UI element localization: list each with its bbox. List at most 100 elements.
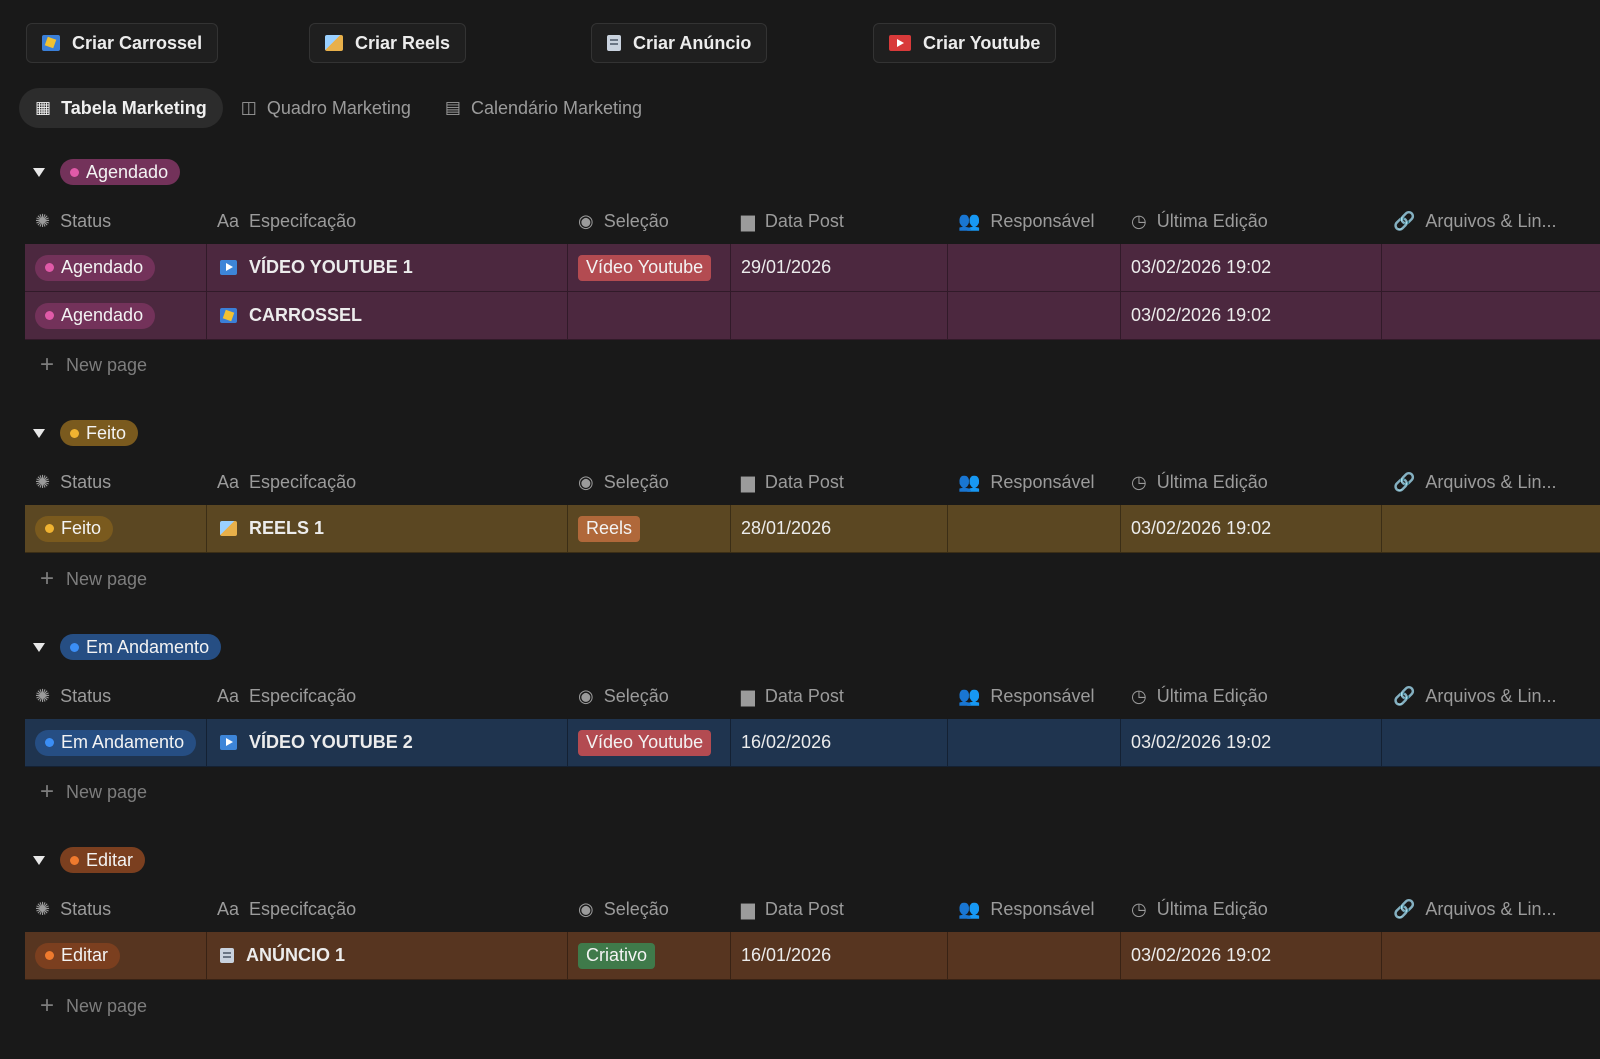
col-responsible[interactable]: 👥 Responsável — [958, 210, 1095, 231]
carousel-icon — [220, 308, 237, 323]
date-cell[interactable]: 29/01/2026 — [741, 257, 832, 277]
carousel-icon — [42, 35, 60, 51]
youtube-icon — [220, 735, 237, 750]
tab-label: Tabela Marketing — [61, 97, 207, 118]
create-ad-button[interactable]: Criar Anúncio — [591, 23, 768, 63]
group-header-feito[interactable]: Feito — [33, 419, 139, 447]
ad-icon — [220, 948, 234, 963]
col-spec[interactable]: Aa Especifcação — [217, 898, 357, 919]
col-edited[interactable]: ◷ Última Edição — [1131, 685, 1268, 706]
tab-table-marketing[interactable]: ▦ Tabela Marketing — [19, 88, 223, 128]
col-files[interactable]: 🔗 Arquivos & Lin... — [1393, 898, 1557, 919]
table-row[interactable]: Em Andamento VÍDEO YOUTUBE 2 Vídeo Youtu… — [25, 719, 1600, 767]
people-icon: 👥 — [958, 471, 981, 492]
row-title[interactable]: REELS 1 — [220, 505, 324, 552]
collapse-caret-icon[interactable] — [33, 167, 45, 177]
col-responsible[interactable]: 👥 Responsável — [958, 898, 1095, 919]
row-title[interactable]: VÍDEO YOUTUBE 2 — [220, 719, 413, 766]
collapse-caret-icon[interactable] — [33, 428, 45, 438]
col-responsible[interactable]: 👥 Responsável — [958, 471, 1095, 492]
tab-board-marketing[interactable]: ◫ Quadro Marketing — [225, 88, 427, 128]
col-date[interactable]: ▆ Data Post — [741, 685, 844, 706]
col-status[interactable]: ✺ Status — [35, 898, 112, 919]
col-date[interactable]: ▆ Data Post — [741, 210, 844, 231]
collapse-caret-icon[interactable] — [33, 642, 45, 652]
col-edited[interactable]: ◷ Última Edição — [1131, 898, 1268, 919]
col-status[interactable]: ✺ Status — [35, 210, 112, 231]
group-pill: Em Andamento — [60, 634, 222, 660]
col-status[interactable]: ✺ Status — [35, 685, 112, 706]
table-icon: ▦ — [35, 98, 52, 117]
col-spec[interactable]: Aa Especifcação — [217, 471, 357, 492]
clock-icon: ◷ — [1131, 685, 1147, 706]
col-selection[interactable]: ◉ Seleção — [578, 471, 669, 492]
selection-tag[interactable]: Vídeo Youtube — [578, 254, 712, 281]
col-selection[interactable]: ◉ Seleção — [578, 898, 669, 919]
col-files[interactable]: 🔗 Arquivos & Lin... — [1393, 210, 1557, 231]
col-date[interactable]: ▆ Data Post — [741, 471, 844, 492]
link-icon: 🔗 — [1393, 685, 1416, 706]
calendar-icon: ▆ — [741, 898, 755, 919]
status-badge[interactable]: Em Andamento — [35, 729, 197, 756]
create-youtube-label: Criar Youtube — [923, 32, 1041, 53]
row-title[interactable]: CARROSSEL — [220, 292, 362, 339]
status-badge[interactable]: Feito — [35, 515, 114, 542]
group-name: Editar — [86, 849, 134, 870]
col-selection[interactable]: ◉ Seleção — [578, 210, 669, 231]
table-row[interactable]: Agendado VÍDEO YOUTUBE 1 Vídeo Youtube 2… — [25, 244, 1600, 292]
group-pill: Editar — [60, 847, 146, 873]
status-badge[interactable]: Agendado — [35, 302, 156, 329]
col-responsible[interactable]: 👥 Responsável — [958, 685, 1095, 706]
group-header-agendado[interactable]: Agendado — [33, 158, 181, 186]
table-row[interactable]: Feito REELS 1 Reels 28/01/2026 03/02/202… — [25, 505, 1600, 553]
edited-cell: 03/02/2026 19:02 — [1131, 305, 1272, 325]
col-spec[interactable]: Aa Especifcação — [217, 685, 357, 706]
col-files[interactable]: 🔗 Arquivos & Lin... — [1393, 471, 1557, 492]
create-carousel-label: Criar Carrossel — [72, 32, 203, 53]
date-cell[interactable]: 16/01/2026 — [741, 945, 832, 965]
plus-icon: + — [40, 565, 55, 592]
group-header-em-andamento[interactable]: Em Andamento — [33, 633, 222, 661]
create-ad-label: Criar Anúncio — [633, 32, 752, 53]
table-row[interactable]: Agendado CARROSSEL 03/02/2026 19:02 — [25, 292, 1600, 340]
people-icon: 👥 — [958, 685, 981, 706]
selection-tag[interactable]: Reels — [578, 515, 641, 542]
new-page-button[interactable]: + New page — [40, 992, 148, 1019]
date-cell[interactable]: 28/01/2026 — [741, 518, 832, 538]
status-badge[interactable]: Editar — [35, 942, 121, 969]
col-selection[interactable]: ◉ Seleção — [578, 685, 669, 706]
new-page-button[interactable]: + New page — [40, 565, 148, 592]
clock-icon: ◷ — [1131, 898, 1147, 919]
tab-calendar-marketing[interactable]: ▤ Calendário Marketing — [429, 88, 658, 128]
column-headers: ✺ Status Aa Especifcação ◉ Seleção ▆ Data Po… — [25, 888, 1600, 930]
col-edited[interactable]: ◷ Última Edição — [1131, 210, 1268, 231]
people-icon: 👥 — [958, 898, 981, 919]
calendar-icon: ▆ — [741, 685, 755, 706]
col-files[interactable]: 🔗 Arquivos & Lin... — [1393, 685, 1557, 706]
edited-cell: 03/02/2026 19:02 — [1131, 257, 1272, 277]
create-youtube-button[interactable]: Criar Youtube — [873, 23, 1057, 63]
column-headers: ✺ Status Aa Especifcação ◉ Seleção ▆ Data Po… — [25, 461, 1600, 503]
col-date[interactable]: ▆ Data Post — [741, 898, 844, 919]
create-reels-button[interactable]: Criar Reels — [309, 23, 467, 63]
new-page-button[interactable]: + New page — [40, 778, 148, 805]
date-cell[interactable]: 16/02/2026 — [741, 732, 832, 752]
col-spec[interactable]: Aa Especifcação — [217, 210, 357, 231]
col-status[interactable]: ✺ Status — [35, 471, 112, 492]
calendar-icon: ▆ — [741, 210, 755, 231]
new-page-button[interactable]: + New page — [40, 351, 148, 378]
table-row[interactable]: Editar ANÚNCIO 1 Criativo 16/01/2026 03/… — [25, 932, 1600, 980]
group-header-editar[interactable]: Editar — [33, 846, 146, 874]
create-carousel-button[interactable]: Criar Carrossel — [26, 23, 219, 63]
selection-tag[interactable]: Vídeo Youtube — [578, 729, 712, 756]
collapse-caret-icon[interactable] — [33, 855, 45, 865]
row-title[interactable]: VÍDEO YOUTUBE 1 — [220, 244, 413, 291]
tab-label: Quadro Marketing — [266, 97, 411, 118]
link-icon: 🔗 — [1393, 210, 1416, 231]
row-title[interactable]: ANÚNCIO 1 — [220, 932, 345, 979]
col-edited[interactable]: ◷ Última Edição — [1131, 471, 1268, 492]
link-icon: 🔗 — [1393, 471, 1416, 492]
status-icon: ✺ — [35, 471, 51, 492]
selection-tag[interactable]: Criativo — [578, 942, 656, 969]
status-badge[interactable]: Agendado — [35, 254, 156, 281]
